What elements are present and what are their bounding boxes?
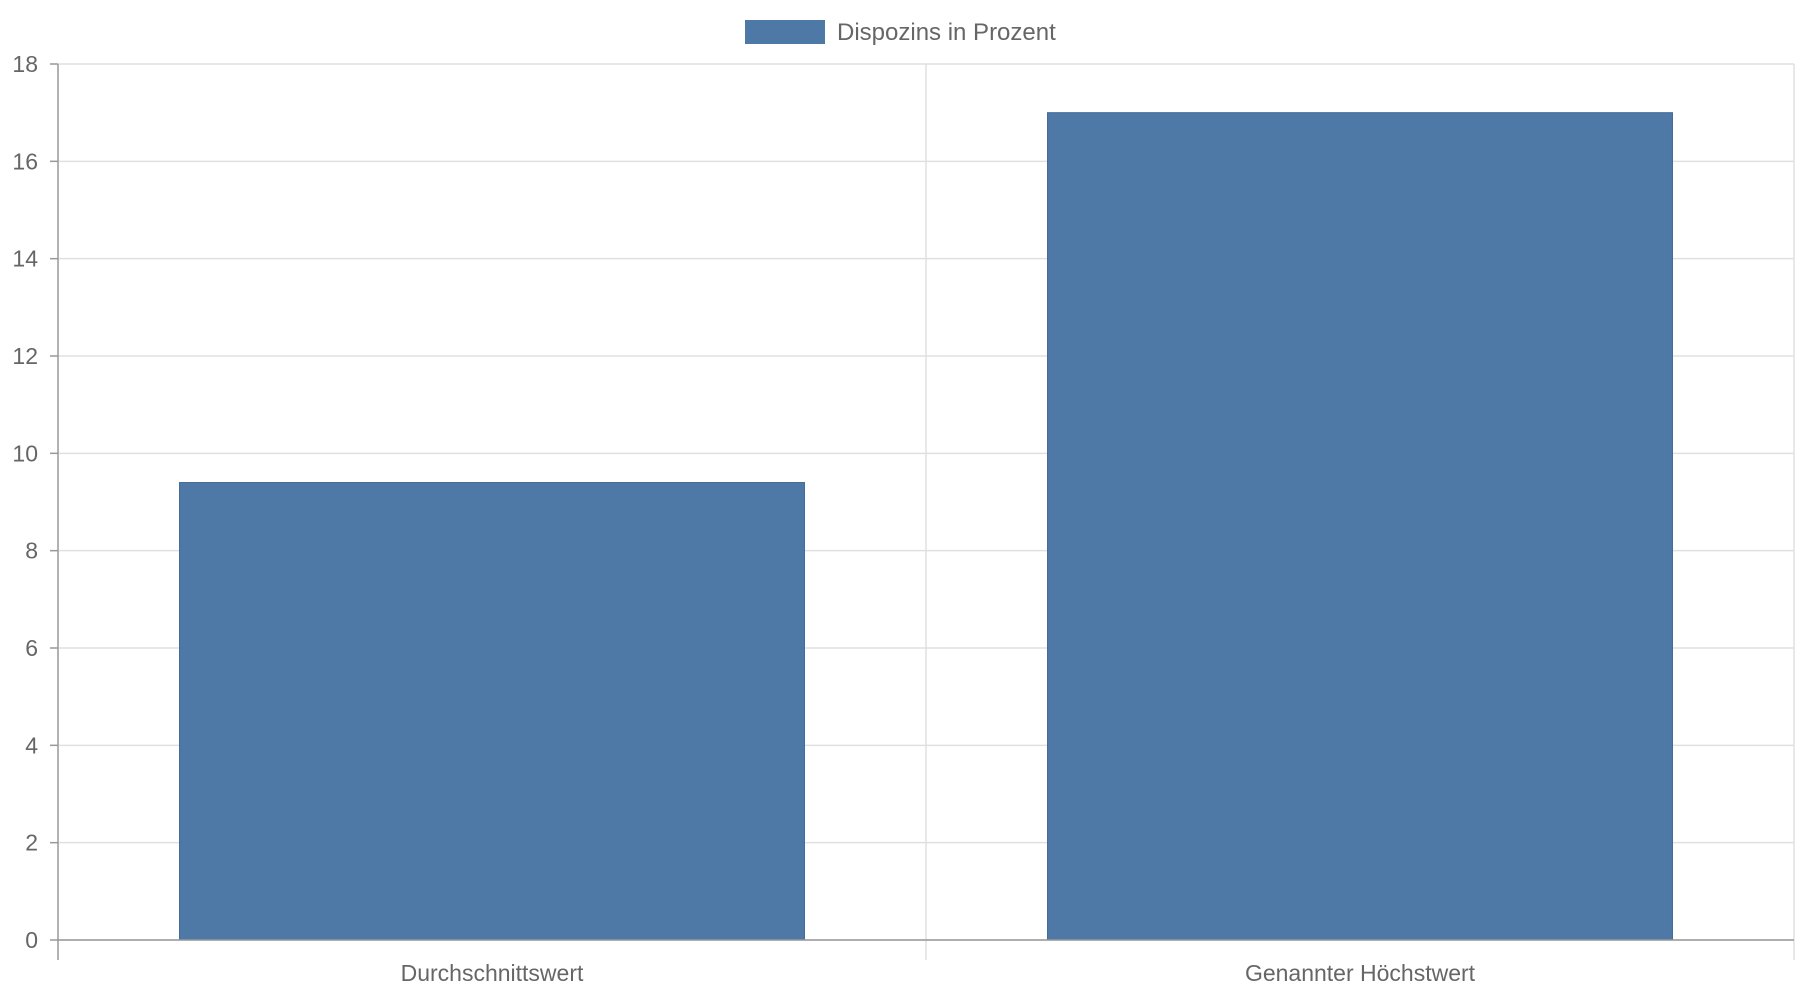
y-tick-label: 2 xyxy=(25,830,38,856)
x-category-labels: Durchschnittswert Genannter Höchstwert xyxy=(401,960,1476,986)
y-tick-label: 10 xyxy=(12,440,38,466)
bar-2[interactable] xyxy=(1047,112,1673,941)
y-tick-label: 4 xyxy=(25,732,38,758)
legend-label[interactable]: Dispozins in Prozent xyxy=(837,19,1056,46)
axes xyxy=(50,63,1795,960)
x-category-label: Genannter Höchstwert xyxy=(1245,960,1476,986)
y-tick-label: 18 xyxy=(12,51,38,77)
y-tick-label: 14 xyxy=(12,246,38,272)
bars xyxy=(179,112,1673,941)
bar-1[interactable] xyxy=(179,482,805,941)
y-tick-label: 0 xyxy=(25,927,38,953)
y-tick-label: 6 xyxy=(25,635,38,661)
y-tick-label: 16 xyxy=(12,148,38,174)
x-category-label: Durchschnittswert xyxy=(401,960,584,986)
y-tick-label: 8 xyxy=(25,538,38,564)
legend: Dispozins in Prozent xyxy=(745,19,1056,46)
y-tick-label: 12 xyxy=(12,343,38,369)
y-tick-labels: 0 2 4 6 8 10 12 14 16 18 xyxy=(12,51,38,953)
legend-swatch[interactable] xyxy=(745,20,825,44)
